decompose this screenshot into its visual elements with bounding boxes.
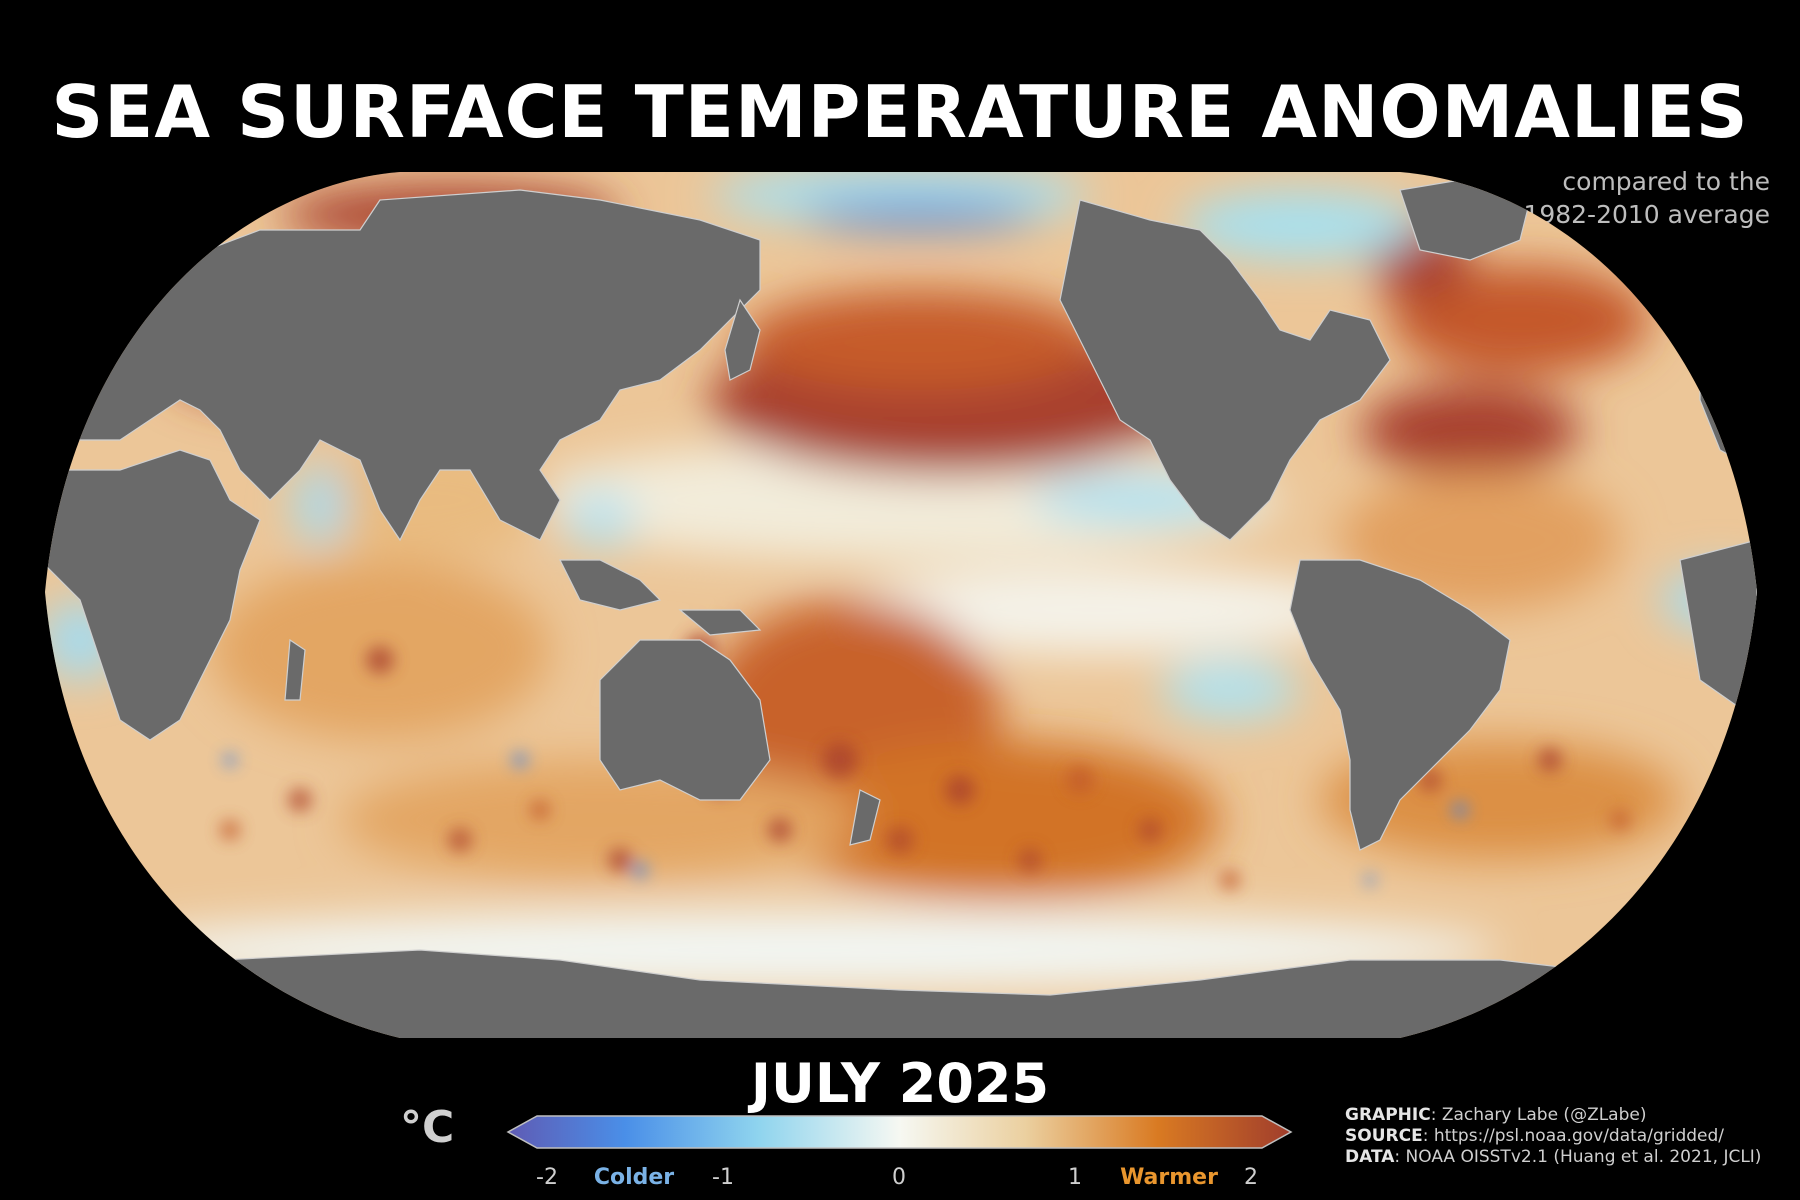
map-globe (45, 172, 1757, 1038)
land-africa-east-edge (1679, 539, 1757, 722)
credits: GRAPHIC: Zachary Labe (@ZLabe) SOURCE: h… (1345, 1105, 1761, 1168)
credit-data-value: : NOAA OISSTv2.1 (Huang et al. 2021, JCL… (1394, 1147, 1762, 1167)
credit-data-key: DATA (1345, 1147, 1395, 1167)
colorbar-tick: 0 (892, 1165, 906, 1190)
credit-graphic-value: : Zachary Labe (@ZLabe) (1430, 1105, 1647, 1125)
credit-source-key: SOURCE (1345, 1126, 1423, 1146)
land-antarctica (45, 949, 1757, 1038)
land-north-america (1059, 199, 1391, 541)
land-indonesia (559, 559, 662, 611)
colorbar-tick: 1 (1068, 1165, 1082, 1190)
land-australia (599, 639, 771, 801)
warmer-label: Warmer (1120, 1165, 1218, 1190)
colorbar-tick: -2 (536, 1165, 558, 1190)
land-new-guinea (678, 609, 762, 636)
colder-label: Colder (593, 1165, 675, 1190)
credit-source-value: : https://psl.noaa.gov/data/gridded/ (1422, 1126, 1725, 1146)
land-masses (45, 179, 1757, 1038)
land-new-zealand (849, 789, 881, 846)
period-label: JULY 2025 (750, 1052, 1050, 1115)
colorbar-tick: -1 (712, 1165, 734, 1190)
land-madagascar (284, 638, 306, 701)
credit-data: DATA: NOAA OISSTv2.1 (Huang et al. 2021,… (1345, 1147, 1761, 1168)
baseline-note-line2: 1982-2010 average (1523, 200, 1770, 229)
unit-label: °C (400, 1102, 455, 1153)
credit-graphic: GRAPHIC: Zachary Labe (@ZLabe) (1345, 1105, 1761, 1126)
land-eurasia (45, 189, 761, 542)
land-africa (45, 449, 261, 741)
baseline-note: compared to the 1982-2010 average (1523, 165, 1770, 231)
land-south-america (1289, 559, 1511, 851)
colorbar-tick: 2 (1244, 1165, 1258, 1190)
land-japan (724, 298, 761, 381)
credit-source: SOURCE: https://psl.noaa.gov/data/gridde… (1345, 1126, 1761, 1147)
colorbar-bar (506, 1115, 1293, 1149)
map-title: SEA SURFACE TEMPERATURE ANOMALIES (51, 70, 1749, 154)
colorbar (506, 1115, 1293, 1149)
baseline-note-line1: compared to the (1562, 167, 1770, 196)
credit-graphic-key: GRAPHIC (1345, 1105, 1431, 1125)
